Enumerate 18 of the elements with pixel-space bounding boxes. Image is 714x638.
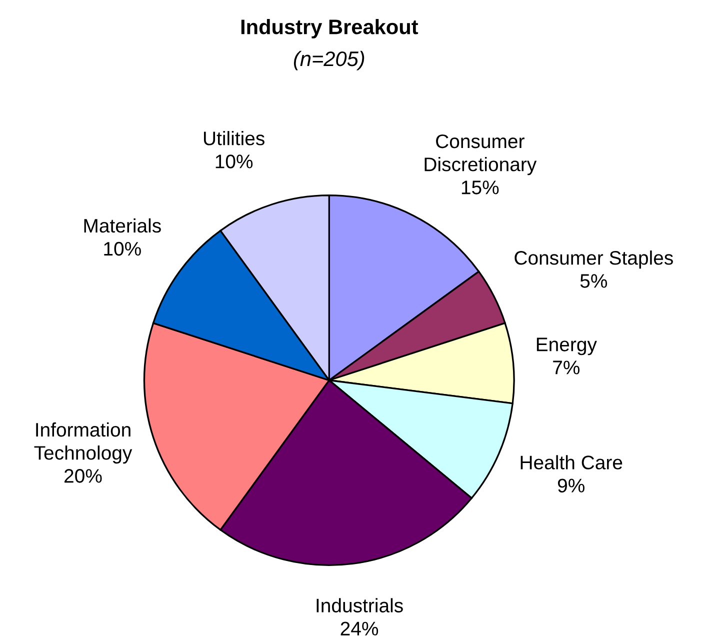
data-label: 5% (580, 274, 608, 288)
slice-label: Consumer Discretionary (424, 134, 537, 176)
chart-subtitle: (n=205) (294, 50, 364, 70)
slice-label: Consumer Staples (514, 250, 673, 269)
data-label: 15% (462, 180, 499, 194)
slice-label: Materials (84, 218, 161, 233)
slice-label: Utilities (204, 131, 264, 146)
data-label: 9% (558, 478, 584, 492)
data-label: 7% (553, 360, 580, 374)
data-label: 24% (340, 622, 378, 636)
data-label: 10% (104, 242, 141, 256)
slice-label: Industrials (316, 598, 403, 612)
data-label: 10% (216, 154, 253, 168)
slice-label: Health Care (520, 455, 622, 470)
data-label: 20% (64, 469, 102, 483)
slice-label: Energy (536, 338, 597, 356)
slice-label: Information Technology (34, 422, 132, 464)
chart-title: Industry Breakout (241, 19, 418, 38)
